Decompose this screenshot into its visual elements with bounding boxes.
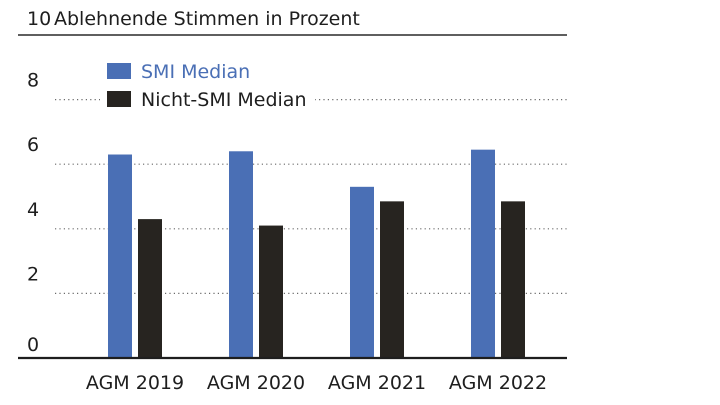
legend-swatch (107, 63, 131, 79)
y-tick-label: 4 (27, 199, 39, 221)
x-axis-ticks: AGM 2019 AGM 2020 AGM 2021 AGM 2022 (86, 372, 547, 394)
bar-nicht-smi-agm-2019 (138, 219, 162, 358)
bar-nicht-smi-agm-2022 (501, 201, 525, 358)
y-tick-label: 8 (27, 70, 39, 92)
bar-smi-agm-2021 (350, 186, 374, 358)
chart-title: Ablehnende Stimmen in Prozent (54, 8, 360, 30)
bar-smi-agm-2022 (471, 149, 495, 358)
y-tick-label: 2 (27, 263, 39, 285)
bar-smi-agm-2019 (108, 154, 132, 358)
y-tick-label: 10 (27, 8, 51, 30)
y-tick-label: 0 (27, 334, 39, 356)
legend (100, 56, 315, 112)
legend-label: SMI Median (141, 61, 250, 83)
bar-nicht-smi-agm-2021 (380, 201, 404, 358)
x-tick-label: AGM 2021 (328, 372, 426, 394)
bar-smi-agm-2020 (229, 151, 253, 358)
x-tick-label: AGM 2020 (207, 372, 305, 394)
bar-nicht-smi-agm-2020 (259, 225, 283, 358)
bars (108, 149, 525, 358)
x-tick-label: AGM 2022 (449, 372, 547, 394)
y-tick-label: 6 (27, 134, 39, 156)
legend-entries: SMI Median Nicht-SMI Median (107, 61, 307, 111)
legend-label: Nicht-SMI Median (141, 89, 307, 111)
legend-swatch (107, 91, 131, 107)
x-tick-label: AGM 2019 (86, 372, 184, 394)
y-axis-ticks: 0 2 4 6 8 10 (27, 8, 51, 356)
